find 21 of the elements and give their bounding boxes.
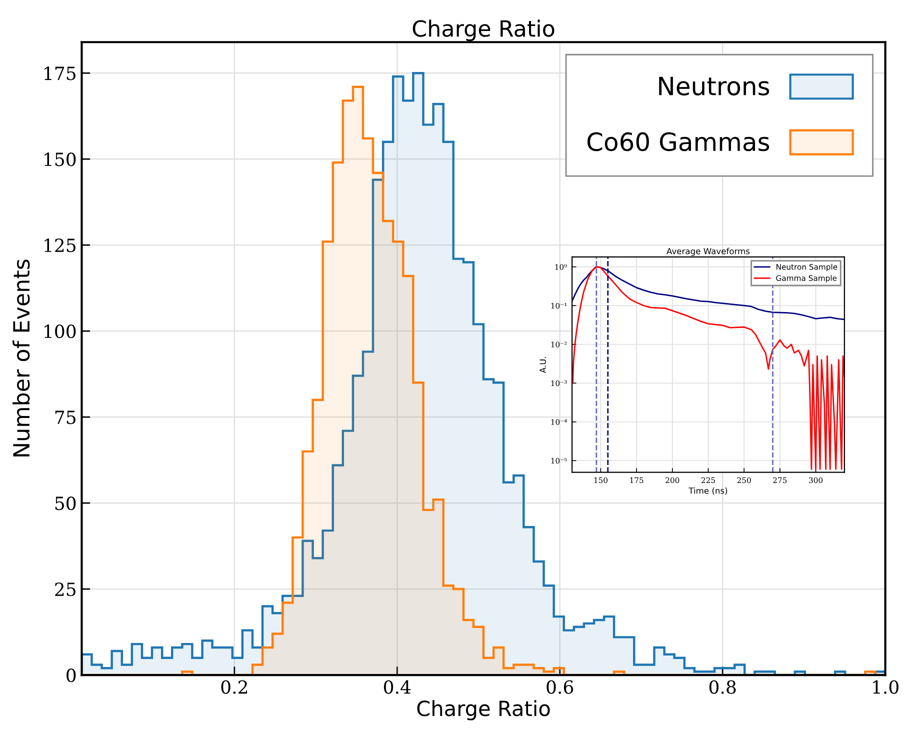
x-axis-title: Time (ns)	[688, 487, 728, 495]
chart-title: Charge Ratio	[412, 20, 554, 42]
y-tick-label: 175	[44, 66, 76, 80]
y-tick-label: 150	[44, 152, 76, 166]
y-tick-label: 100	[44, 324, 76, 338]
x-tick-label: 0.2	[221, 680, 248, 694]
y-tick-label: 0	[66, 668, 76, 682]
x-tick-label: 0.6	[546, 680, 574, 694]
x-axis-title: Charge Ratio	[417, 700, 550, 720]
x-tick-label: 1.0	[873, 680, 898, 694]
y-tick-label: 125	[44, 238, 76, 252]
x-tick-label: 0.8	[709, 680, 736, 694]
legend-label: Co60 Gammas	[587, 132, 770, 152]
y-tick-label: 75	[55, 410, 76, 424]
y-tick-label: 25	[55, 582, 76, 596]
y-axis-title: A.U.	[540, 357, 546, 374]
legend-label: Neutrons	[659, 76, 770, 96]
x-tick-label: 0.4	[384, 680, 411, 694]
y-tick-label: 50	[55, 496, 76, 510]
chart-title: Average Waveforms	[666, 248, 750, 256]
y-axis-title: Number of Events	[12, 260, 30, 456]
